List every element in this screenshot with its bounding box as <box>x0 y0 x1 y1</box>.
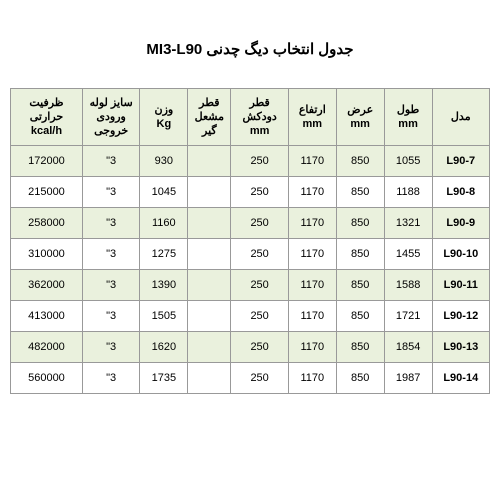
col-pipe: سایز لوله ورودی خروجی <box>82 89 139 146</box>
cell-pipe: 3" <box>82 177 139 208</box>
cell-height: 1170 <box>288 332 336 363</box>
cell-length: 1987 <box>384 363 432 394</box>
cell-weight: 1045 <box>140 177 188 208</box>
cell-burner <box>188 363 231 394</box>
cell-chimney: 250 <box>231 332 288 363</box>
col-model: مدل <box>432 89 489 146</box>
cell-capacity: 215000 <box>11 177 83 208</box>
cell-model: L90-13 <box>432 332 489 363</box>
table-row: L90-710558501170250 9303"172000 <box>11 146 490 177</box>
cell-capacity: 310000 <box>11 239 83 270</box>
boiler-selection-table: مدل طولmm عرضmm ارتفاعmm قطر دودکشmm قطر… <box>10 88 490 394</box>
cell-chimney: 250 <box>231 301 288 332</box>
cell-burner <box>188 332 231 363</box>
cell-model: L90-14 <box>432 363 489 394</box>
cell-weight: 1160 <box>140 208 188 239</box>
cell-width: 850 <box>336 363 384 394</box>
cell-chimney: 250 <box>231 239 288 270</box>
cell-length: 1055 <box>384 146 432 177</box>
cell-chimney: 250 <box>231 270 288 301</box>
cell-capacity: 172000 <box>11 146 83 177</box>
table-row: L90-1217218501170250 15053"413000 <box>11 301 490 332</box>
table-row: L90-1419878501170250 17353"560000 <box>11 363 490 394</box>
cell-capacity: 560000 <box>11 363 83 394</box>
cell-length: 1588 <box>384 270 432 301</box>
cell-height: 1170 <box>288 363 336 394</box>
cell-width: 850 <box>336 332 384 363</box>
cell-chimney: 250 <box>231 177 288 208</box>
cell-length: 1188 <box>384 177 432 208</box>
cell-width: 850 <box>336 270 384 301</box>
cell-chimney: 250 <box>231 363 288 394</box>
cell-height: 1170 <box>288 239 336 270</box>
cell-width: 850 <box>336 301 384 332</box>
table-title: جدول انتخاب دیگ چدنی MI3-L90 <box>10 40 490 58</box>
cell-burner <box>188 177 231 208</box>
cell-width: 850 <box>336 239 384 270</box>
cell-height: 1170 <box>288 270 336 301</box>
cell-pipe: 3" <box>82 363 139 394</box>
cell-pipe: 3" <box>82 239 139 270</box>
cell-model: L90-7 <box>432 146 489 177</box>
cell-length: 1854 <box>384 332 432 363</box>
cell-pipe: 3" <box>82 270 139 301</box>
table-row: L90-1318548501170250 16203"482000 <box>11 332 490 363</box>
col-burner: قطر مشعل گیر <box>188 89 231 146</box>
cell-height: 1170 <box>288 301 336 332</box>
table-row: L90-1014558501170250 12753"310000 <box>11 239 490 270</box>
cell-burner <box>188 270 231 301</box>
cell-capacity: 258000 <box>11 208 83 239</box>
col-weight: وزنKg <box>140 89 188 146</box>
col-height: ارتفاعmm <box>288 89 336 146</box>
cell-weight: 1390 <box>140 270 188 301</box>
cell-weight: 1620 <box>140 332 188 363</box>
table-row: L90-1115888501170250 13903"362000 <box>11 270 490 301</box>
cell-weight: 1505 <box>140 301 188 332</box>
cell-pipe: 3" <box>82 208 139 239</box>
cell-burner <box>188 208 231 239</box>
cell-length: 1721 <box>384 301 432 332</box>
cell-height: 1170 <box>288 177 336 208</box>
cell-pipe: 3" <box>82 332 139 363</box>
cell-chimney: 250 <box>231 146 288 177</box>
cell-width: 850 <box>336 146 384 177</box>
cell-pipe: 3" <box>82 301 139 332</box>
cell-model: L90-8 <box>432 177 489 208</box>
cell-model: L90-11 <box>432 270 489 301</box>
cell-model: L90-9 <box>432 208 489 239</box>
cell-capacity: 413000 <box>11 301 83 332</box>
cell-weight: 930 <box>140 146 188 177</box>
cell-weight: 1275 <box>140 239 188 270</box>
cell-weight: 1735 <box>140 363 188 394</box>
table-row: L90-811888501170250 10453"215000 <box>11 177 490 208</box>
cell-capacity: 482000 <box>11 332 83 363</box>
cell-length: 1455 <box>384 239 432 270</box>
cell-height: 1170 <box>288 208 336 239</box>
cell-model: L90-10 <box>432 239 489 270</box>
table-row: L90-913218501170250 11603"258000 <box>11 208 490 239</box>
col-length: طولmm <box>384 89 432 146</box>
cell-burner <box>188 301 231 332</box>
cell-model: L90-12 <box>432 301 489 332</box>
cell-burner <box>188 239 231 270</box>
col-chimney: قطر دودکشmm <box>231 89 288 146</box>
cell-height: 1170 <box>288 146 336 177</box>
cell-width: 850 <box>336 208 384 239</box>
col-width: عرضmm <box>336 89 384 146</box>
cell-width: 850 <box>336 177 384 208</box>
col-capacity: ظرفیت حرارتیkcal/h <box>11 89 83 146</box>
cell-capacity: 362000 <box>11 270 83 301</box>
cell-burner <box>188 146 231 177</box>
cell-length: 1321 <box>384 208 432 239</box>
cell-chimney: 250 <box>231 208 288 239</box>
table-header-row: مدل طولmm عرضmm ارتفاعmm قطر دودکشmm قطر… <box>11 89 490 146</box>
cell-pipe: 3" <box>82 146 139 177</box>
